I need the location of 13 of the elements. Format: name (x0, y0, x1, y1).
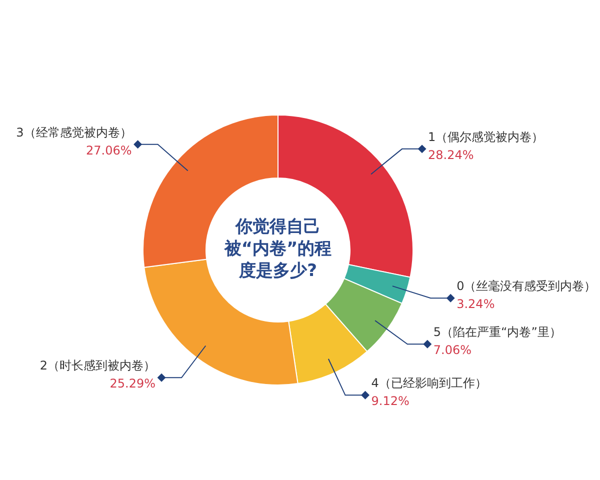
data-label: 3.24% (456, 297, 495, 312)
slice-label: 5（陷在严重“内卷”里） (433, 325, 562, 340)
data-label: 9.12% (371, 394, 410, 408)
data-label: 25.29% (110, 376, 156, 391)
data-label: 28.24% (428, 148, 474, 162)
data-label: 7.06% (433, 343, 472, 358)
data-label: 27.06% (86, 143, 132, 158)
text: 你觉得自己被“内卷”的程度是多少? (223, 216, 333, 282)
slice-label: 0（丝毫没有感受到内卷） (456, 279, 596, 294)
slice-label: 4（已经影响到工作） (371, 376, 487, 390)
slice-label: 3（经常感觉被内卷） (16, 125, 132, 140)
slice-label: 2（时长感到被内卷） (40, 358, 156, 373)
slice-label: 1（偶尔感觉被内卷） (428, 130, 544, 144)
